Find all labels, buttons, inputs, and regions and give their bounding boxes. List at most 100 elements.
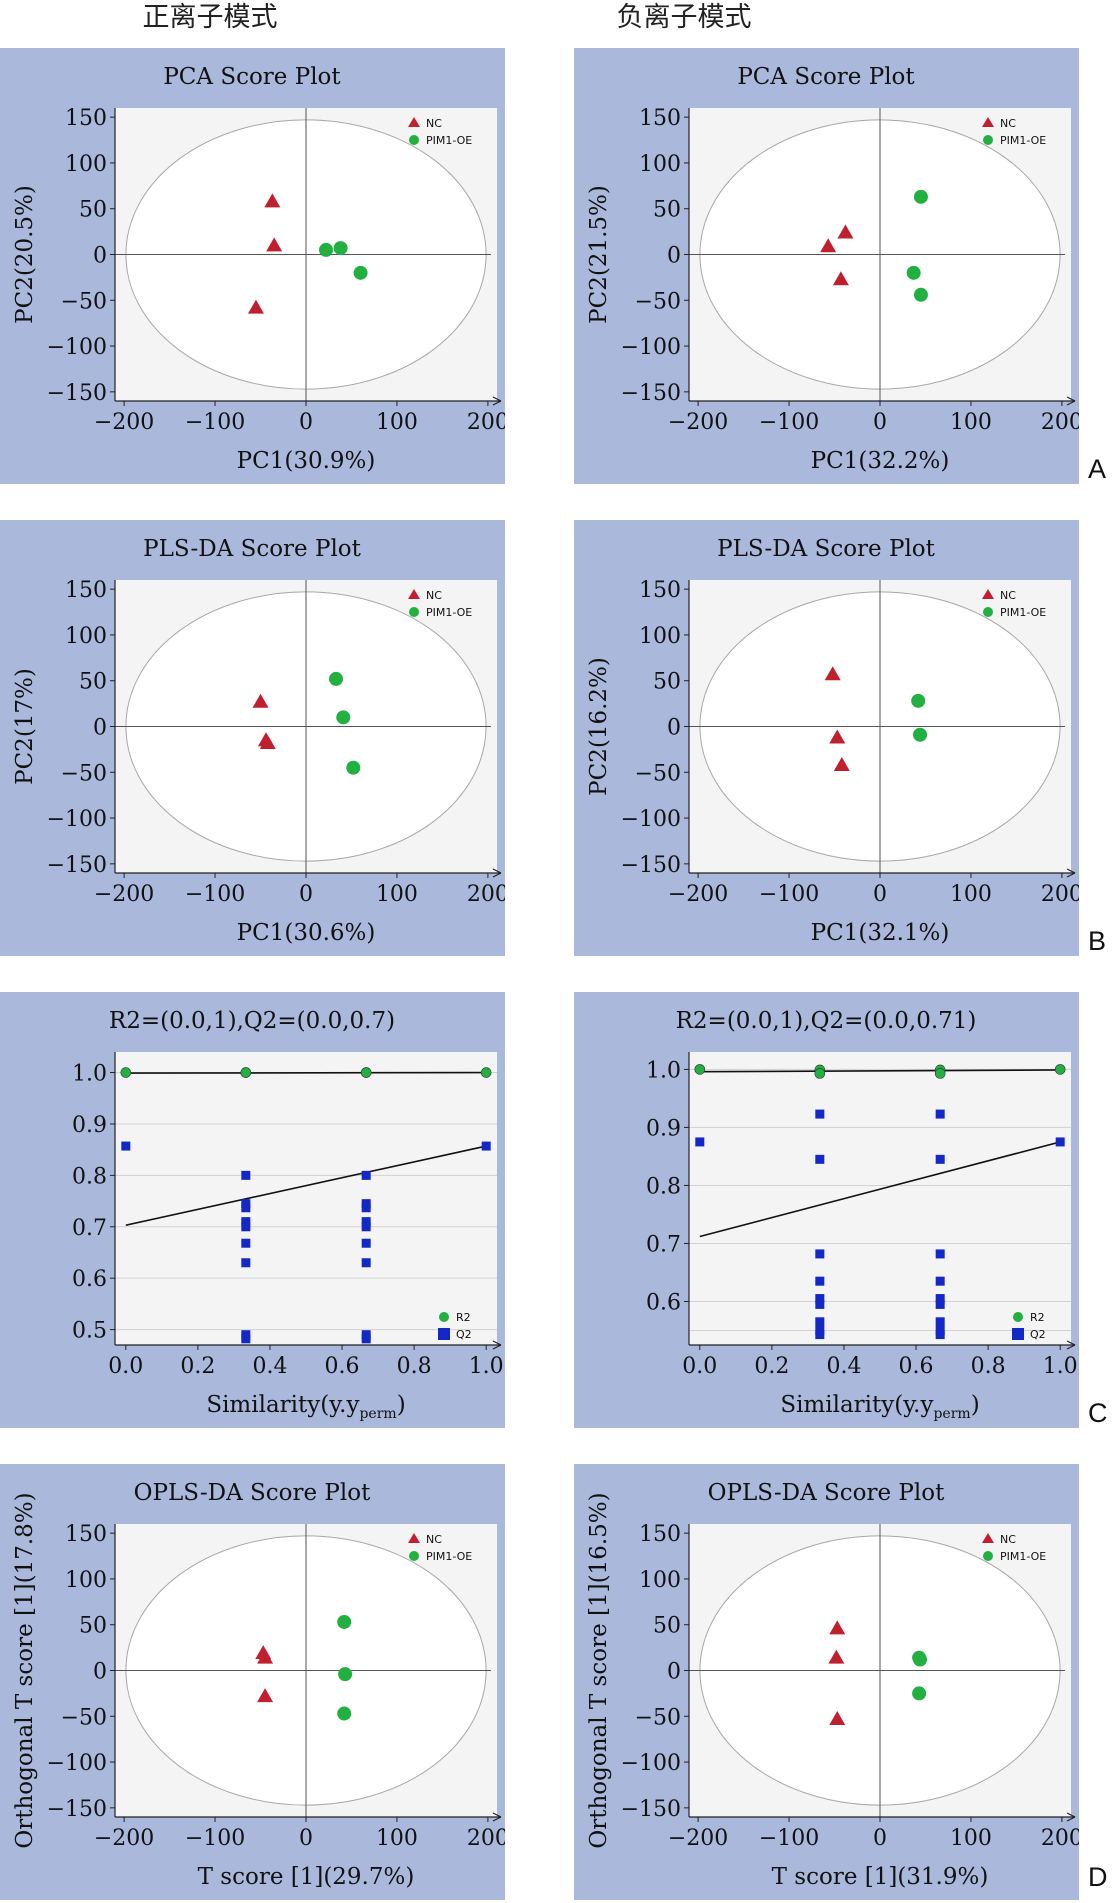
q2-marker <box>1055 1137 1065 1147</box>
y-tick-label: 0.6 <box>646 1290 681 1315</box>
chart-svg-3: PLS-DA Score Plot −200 −100 0 100 200 150 100 50… <box>586 536 1079 946</box>
r2-marker <box>360 1067 372 1078</box>
x-axis-label: T score [1](31.9%) <box>772 1864 989 1890</box>
r2-marker <box>240 1067 252 1078</box>
nc-marker <box>266 237 283 252</box>
y-tick-label: −150 <box>47 853 107 878</box>
x-tick-label: 0.4 <box>826 1354 861 1379</box>
x-tick-label: −100 <box>185 1826 245 1851</box>
x-tick-label: 200 <box>467 1826 505 1851</box>
pim1-oe-marker <box>913 1652 928 1667</box>
pim1-oe-marker <box>913 189 928 204</box>
nc-marker <box>820 238 837 253</box>
y-tick-label: 150 <box>639 106 681 131</box>
y-tick-label: 100 <box>639 152 681 177</box>
pim1-oe-marker <box>337 1614 352 1629</box>
x-axis-label: PC1(32.1%) <box>811 920 950 946</box>
y-tick-label: 150 <box>65 578 107 603</box>
chart-panel-2: PLS-DA Score Plot −200 −100 0 100 200 150 100 50… <box>0 520 505 956</box>
q2-marker <box>935 1154 945 1164</box>
pim1-oe-marker <box>913 727 928 742</box>
q2-marker <box>935 1330 945 1340</box>
y-tick-label: −50 <box>61 761 107 786</box>
q2-marker <box>241 1203 251 1213</box>
chart-panel-6: OPLS-DA Score Plot −200 −100 0 100 200 150 100 5… <box>0 1464 505 1900</box>
x-axis-label-close: ) <box>971 1392 980 1418</box>
q2-marker <box>361 1258 371 1268</box>
y-tick-label: −100 <box>47 1751 107 1776</box>
x-tick-label: 0.0 <box>108 1354 143 1379</box>
x-axis-label-subscript: perm <box>933 1406 970 1422</box>
legend-label: PIM1-OE <box>426 1550 472 1563</box>
y-tick-label: −100 <box>621 335 681 360</box>
x-axis-arrow <box>1066 396 1076 406</box>
q2-marker <box>241 1217 251 1227</box>
nc-marker <box>264 193 281 208</box>
x-tick-label: 100 <box>950 1826 992 1851</box>
legend-label: PIM1-OE <box>1000 1550 1046 1563</box>
x-tick-label: 0 <box>873 1826 887 1851</box>
q2-marker <box>935 1109 945 1119</box>
legend-circle-icon <box>983 1551 993 1561</box>
y-tick-label: 150 <box>65 106 107 131</box>
y-tick-label: −50 <box>61 289 107 314</box>
chart-panel-0: PCA Score Plot −200 −100 0 100 200 150 100 50 0 −5… <box>0 48 505 484</box>
pim1-oe-marker <box>911 693 926 708</box>
x-axis-arrow <box>1066 1340 1076 1350</box>
legend-label: R2 <box>1030 1311 1045 1324</box>
legend-nc-icon <box>982 117 994 127</box>
x-axis-label-main: Similarity(y.y <box>780 1392 933 1418</box>
y-tick-label: −150 <box>621 1797 681 1822</box>
legend-nc-icon <box>982 1533 994 1543</box>
q2-marker <box>935 1294 945 1304</box>
q2-marker <box>815 1294 825 1304</box>
plot-area <box>115 1052 497 1345</box>
q2-marker <box>935 1249 945 1259</box>
y-tick-label: 0 <box>667 244 681 269</box>
x-tick-label: 200 <box>1041 1826 1079 1851</box>
chart-svg-4: R2=(0.0,1),Q2=(0.0,0.7) 0.0 0.2 0.4 0.6 0.8 1.… <box>72 1008 504 1422</box>
x-axis-arrow <box>1066 868 1076 878</box>
x-axis-label-main: Similarity(y.y <box>206 1392 359 1418</box>
row-letter-c: C <box>1088 1398 1108 1428</box>
r2-marker <box>120 1067 132 1078</box>
legend-label: NC <box>1000 117 1016 130</box>
legend-label: NC <box>1000 1533 1016 1546</box>
chart-svg-1: PCA Score Plot −200 −100 0 100 200 150 100 50 0 −5… <box>586 64 1079 474</box>
x-tick-label: −100 <box>759 410 819 435</box>
positive-ion-mode-header: 正离子模式 <box>142 2 278 33</box>
y-axis-label: PC2(16.2%) <box>586 657 612 796</box>
q2-marker <box>241 1334 251 1344</box>
nc-marker <box>832 271 849 286</box>
q2-marker <box>361 1222 371 1232</box>
x-axis-label-subscript: perm <box>359 1406 396 1422</box>
y-tick-label: 100 <box>639 1568 681 1593</box>
legend-nc-icon <box>982 589 994 599</box>
chart-title: OPLS-DA Score Plot <box>708 1480 945 1506</box>
y-tick-label: 100 <box>65 152 107 177</box>
r2-marker <box>694 1064 706 1075</box>
q2-marker <box>241 1222 251 1232</box>
q2-marker <box>935 1276 945 1286</box>
x-tick-label: 0.0 <box>682 1354 717 1379</box>
x-tick-label: 0 <box>299 1826 313 1851</box>
y-tick-label: −100 <box>47 335 107 360</box>
chart-panel-5: R2=(0.0,1),Q2=(0.0,0.71) 0.0 0.2 0.4 0.6 0.8 1… <box>574 992 1079 1428</box>
y-axis-label: Orthogonal T score [1](17.8%) <box>12 1492 38 1848</box>
nc-marker <box>829 1711 846 1726</box>
x-tick-label: 0.6 <box>325 1354 360 1379</box>
x-tick-label: −200 <box>668 882 728 907</box>
pim1-oe-marker <box>338 1667 353 1682</box>
plot-area <box>689 1052 1071 1345</box>
pim1-oe-marker <box>319 242 334 257</box>
q2-marker <box>241 1258 251 1268</box>
y-tick-label: 0.8 <box>646 1174 681 1199</box>
y-axis-label: PC2(21.5%) <box>586 185 612 324</box>
legend-label: NC <box>426 589 442 602</box>
q2-marker <box>121 1141 131 1151</box>
y-tick-label: −100 <box>47 807 107 832</box>
x-axis-arrow <box>492 1812 502 1822</box>
regression-line <box>125 1071 487 1074</box>
x-tick-label: 0.8 <box>397 1354 432 1379</box>
x-axis-label: T score [1](29.7%) <box>198 1864 415 1890</box>
